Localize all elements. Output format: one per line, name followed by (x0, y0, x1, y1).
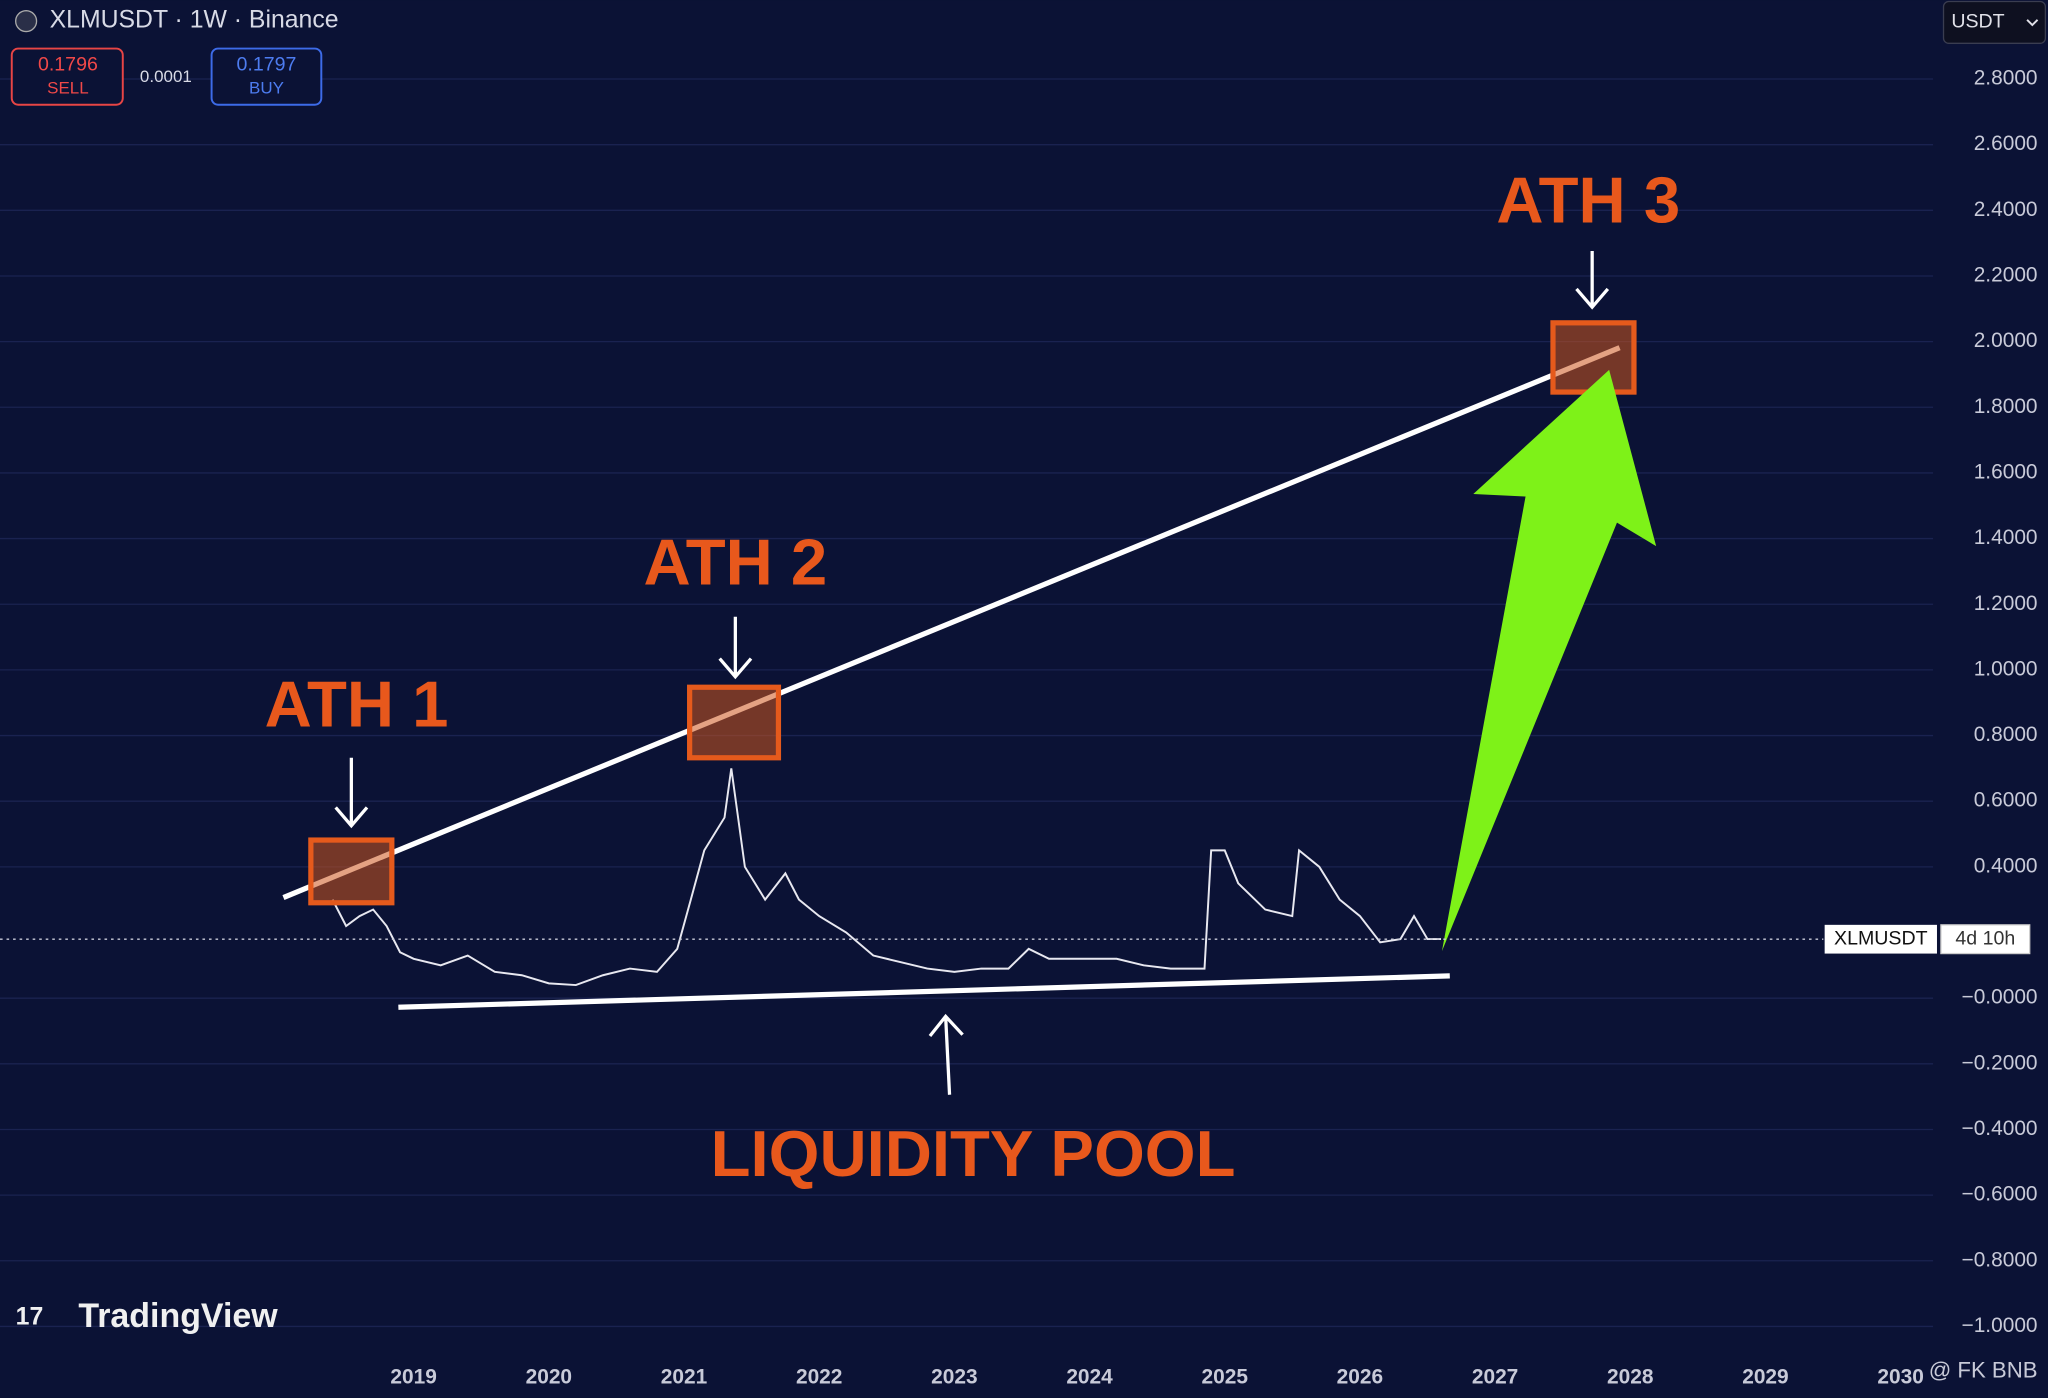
price-line (331, 768, 1442, 987)
buy-button[interactable] (210, 47, 323, 106)
y-tick-label: 1.0000 (1974, 657, 2038, 680)
arrow (334, 757, 369, 829)
annotation: ATH 1 (265, 668, 449, 741)
arrow (718, 616, 753, 680)
last-price-tag (1824, 924, 1937, 954)
x-tick-label: 2024 (1066, 1366, 1113, 1389)
last-symbol: XLMUSDT (1834, 927, 1928, 949)
y-tick-label: 2.8000 (1974, 67, 2038, 90)
sell-button[interactable] (10, 47, 124, 106)
support-line (398, 973, 1450, 1010)
x-tick-label: 2026 (1337, 1366, 1383, 1389)
annotation: ATH 2 (643, 525, 827, 598)
x-tick-label: 2029 (1742, 1366, 1788, 1389)
brand-logo: 17 (16, 1304, 44, 1331)
series (331, 768, 1442, 987)
grid (0, 78, 1934, 1328)
y-tick-label: 0.8000 (1974, 723, 2038, 746)
annotation: ATH 3 (1496, 164, 1680, 237)
x-tick-label: 2027 (1472, 1366, 1518, 1389)
y-tick-label: 0.6000 (1974, 789, 2038, 812)
y-tick-label: −1.0000 (1962, 1314, 2038, 1337)
countdown: 4d 10h (1955, 927, 2015, 949)
y-tick-label: 1.2000 (1974, 592, 2038, 615)
y-tick-label: 1.6000 (1974, 460, 2038, 483)
x-tick-label: 2022 (796, 1366, 842, 1389)
chart-title: XLMUSDT · 1W · Binance (50, 7, 339, 34)
x-tick-label: 2020 (526, 1366, 572, 1389)
dropdown-icon (2026, 19, 2039, 27)
y-tick-label: 0.4000 (1974, 854, 2038, 877)
pointer-arrows (334, 251, 1610, 1095)
x-tick-label: 2023 (931, 1366, 977, 1389)
arrow (1575, 251, 1610, 310)
symbol-icon (15, 10, 38, 33)
countdown-tag (1940, 924, 2031, 955)
y-tick-label: 2.2000 (1974, 263, 2038, 286)
y-tick-label: 2.6000 (1974, 132, 2038, 155)
x-tick-label: 2028 (1607, 1366, 1653, 1389)
target-arrow (1441, 369, 1657, 952)
currency: USDT (1951, 11, 2004, 33)
brand: TradingView (78, 1297, 278, 1335)
ath-box (1550, 320, 1637, 395)
sell-label: SELL (47, 79, 89, 98)
currency-select[interactable] (1942, 0, 2047, 44)
x-tick-label: 2021 (661, 1366, 708, 1389)
y-tick-label: −0.4000 (1962, 1117, 2038, 1140)
x-tick-label: 2025 (1201, 1366, 1248, 1389)
y-tick-label: 2.4000 (1974, 198, 2038, 221)
spread: 0.0001 (140, 67, 192, 86)
watermark: @ FK BNB (1929, 1358, 2038, 1383)
y-tick-label: −0.8000 (1962, 1248, 2038, 1271)
resistance-line (282, 345, 1621, 900)
sell-price: 0.1796 (38, 54, 98, 76)
ath-box (308, 837, 395, 906)
annotation: LIQUIDITY POOL (711, 1117, 1236, 1190)
x-tick-label: 2030 (1877, 1366, 1923, 1389)
annotations: ATH 1 ATH 2 ATH 3 LIQUIDITY POOL (265, 164, 1680, 1190)
y-tick-label: −0.6000 (1962, 1183, 2038, 1206)
y-tick-label: −0.2000 (1962, 1051, 2038, 1074)
buy-label: BUY (249, 79, 284, 98)
x-tick-label: 2019 (390, 1366, 436, 1389)
ath-box (687, 684, 782, 761)
arrow (928, 1013, 964, 1095)
y-tick-label: 1.4000 (1974, 526, 2038, 549)
buy-price: 0.1797 (237, 54, 297, 76)
y-tick-label: 2.0000 (1974, 329, 2038, 352)
y-tick-label: 1.8000 (1974, 395, 2038, 418)
y-tick-label: −0.0000 (1962, 986, 2038, 1009)
